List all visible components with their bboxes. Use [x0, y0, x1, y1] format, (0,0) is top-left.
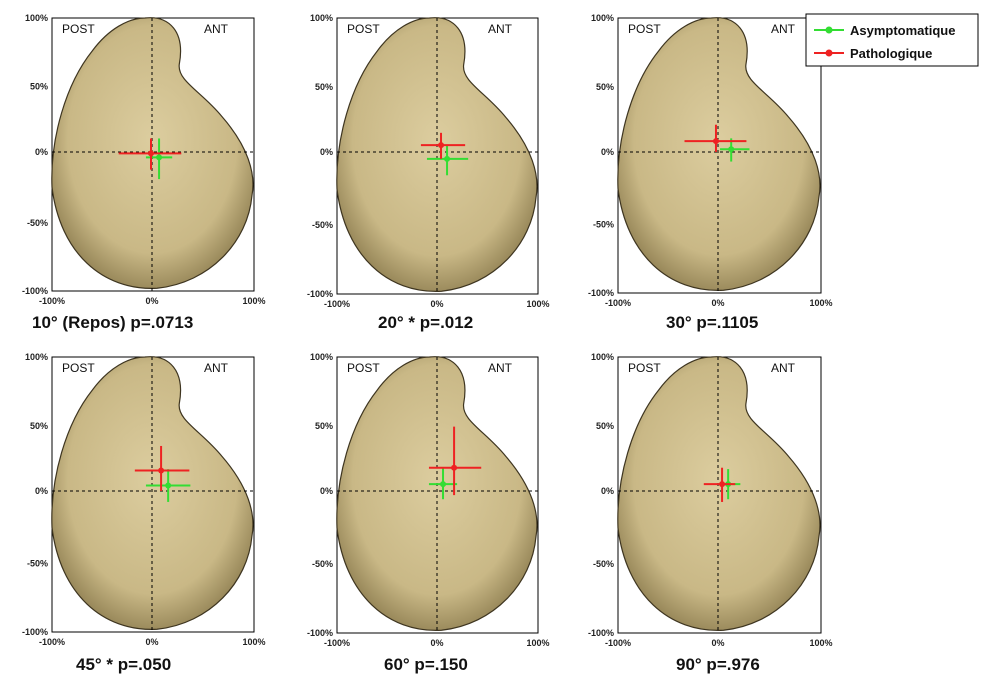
glenoid-shape: [51, 356, 254, 630]
x-tick-label: 0%: [711, 298, 724, 308]
glenoid-shape: [336, 356, 538, 631]
glenoid-shape: [617, 17, 821, 291]
panel-5: POST ANT 100% 50% 0% -50% -100% 0% 100% -100% 60° …: [307, 352, 550, 674]
data-point-pathologique: [719, 481, 726, 488]
glenoid-shape: [336, 17, 538, 292]
x-tick-label: -100%: [39, 637, 65, 647]
x-tick-label: 100%: [526, 638, 549, 648]
x-tick-label: -100%: [324, 638, 350, 648]
y-tick-label: 0%: [320, 486, 333, 496]
x-tick-label: 0%: [430, 299, 443, 309]
x-tick-label: -100%: [39, 296, 65, 306]
data-point-asymptomatique: [156, 154, 163, 161]
corner-label-post: POST: [62, 361, 95, 375]
y-tick-label: -50%: [593, 219, 614, 229]
legend-label-asymptomatique: Asymptomatique: [850, 23, 955, 38]
y-tick-label: 100%: [25, 13, 48, 23]
y-tick-label: 50%: [30, 421, 48, 431]
panel-4: POST ANT 100% 50% 0% -50% -100% 0% 100% -100% 45° …: [22, 352, 266, 674]
x-tick-label: 100%: [526, 299, 549, 309]
legend: Asymptomatique Pathologique: [805, 13, 979, 67]
data-point-pathologique: [712, 138, 719, 145]
x-tick-label: 100%: [242, 296, 265, 306]
y-tick-label: -100%: [588, 288, 614, 298]
y-tick-label: -100%: [22, 286, 48, 296]
panel-2: POST ANT 100% 50% 0% -50% -100% 0% 100% -100% 20° …: [307, 13, 550, 332]
panels: POST ANT 100% 50% 0% -50% -100% 0% 100% -100% 10° …: [22, 13, 833, 674]
panel-caption: 45° * p=.050: [76, 655, 171, 674]
y-tick-label: -50%: [593, 559, 614, 569]
y-tick-label: 0%: [35, 147, 48, 157]
y-tick-label: 50%: [596, 82, 614, 92]
legend-marker-asymptomatique: [825, 26, 833, 34]
y-tick-label: -100%: [22, 627, 48, 637]
corner-label-ant: ANT: [488, 361, 513, 375]
y-tick-label: 100%: [310, 13, 333, 23]
panel-6: POST ANT 100% 50% 0% -50% -100% 0% 100% -100% 90° …: [588, 352, 833, 674]
y-tick-label: 100%: [591, 352, 614, 362]
x-tick-label: -100%: [605, 638, 631, 648]
panel-caption: 60° p=.150: [384, 655, 468, 674]
corner-label-ant: ANT: [771, 361, 796, 375]
y-tick-label: -100%: [588, 628, 614, 638]
data-point-pathologique: [451, 464, 458, 471]
panel-caption: 90° p=.976: [676, 655, 760, 674]
y-tick-label: 100%: [310, 352, 333, 362]
x-tick-label: 100%: [809, 638, 832, 648]
y-tick-label: 0%: [35, 486, 48, 496]
legend-marker-pathologique: [825, 49, 833, 57]
x-tick-label: 100%: [242, 637, 265, 647]
corner-label-ant: ANT: [771, 22, 796, 36]
y-tick-label: 0%: [601, 486, 614, 496]
corner-label-ant: ANT: [204, 22, 229, 36]
data-point-pathologique: [438, 142, 445, 149]
x-tick-label: -100%: [324, 299, 350, 309]
y-tick-label: 0%: [601, 147, 614, 157]
glenoid-shape: [617, 356, 821, 631]
data-point-asymptomatique: [444, 155, 451, 162]
panel-caption: 30° p=.1105: [666, 313, 758, 332]
corner-label-post: POST: [347, 22, 380, 36]
y-tick-label: -50%: [312, 559, 333, 569]
x-tick-label: 100%: [809, 298, 832, 308]
panel-caption: 20° * p=.012: [378, 313, 473, 332]
data-point-pathologique: [147, 150, 154, 157]
x-tick-label: -100%: [605, 298, 631, 308]
panel-3: POST ANT 100% 50% 0% -50% -100% 0% 100% -100% 30° …: [588, 13, 833, 332]
data-point-asymptomatique: [440, 481, 447, 488]
corner-label-ant: ANT: [204, 361, 229, 375]
data-point-asymptomatique: [165, 482, 172, 489]
y-tick-label: 50%: [315, 421, 333, 431]
y-tick-label: 0%: [320, 147, 333, 157]
x-tick-label: 0%: [711, 638, 724, 648]
y-tick-label: 50%: [315, 82, 333, 92]
y-tick-label: -100%: [307, 289, 333, 299]
x-tick-label: 0%: [145, 637, 158, 647]
panel-1: POST ANT 100% 50% 0% -50% -100% 0% 100% -100% 10° …: [22, 13, 266, 332]
corner-label-ant: ANT: [488, 22, 513, 36]
y-tick-label: 100%: [25, 352, 48, 362]
corner-label-post: POST: [347, 361, 380, 375]
corner-label-post: POST: [628, 361, 661, 375]
panel-caption: 10° (Repos) p=.0713: [32, 313, 193, 332]
y-tick-label: 50%: [596, 421, 614, 431]
legend-label-pathologique: Pathologique: [850, 46, 932, 61]
legend-box: [805, 13, 979, 67]
x-tick-label: 0%: [145, 296, 158, 306]
y-tick-label: -50%: [27, 558, 48, 568]
y-tick-label: -50%: [27, 218, 48, 228]
x-tick-label: 0%: [430, 638, 443, 648]
data-point-pathologique: [158, 467, 165, 474]
data-point-asymptomatique: [728, 146, 735, 153]
corner-label-post: POST: [62, 22, 95, 36]
y-tick-label: -50%: [312, 220, 333, 230]
y-tick-label: 50%: [30, 81, 48, 91]
corner-label-post: POST: [628, 22, 661, 36]
y-tick-label: 100%: [591, 13, 614, 23]
y-tick-label: -100%: [307, 628, 333, 638]
